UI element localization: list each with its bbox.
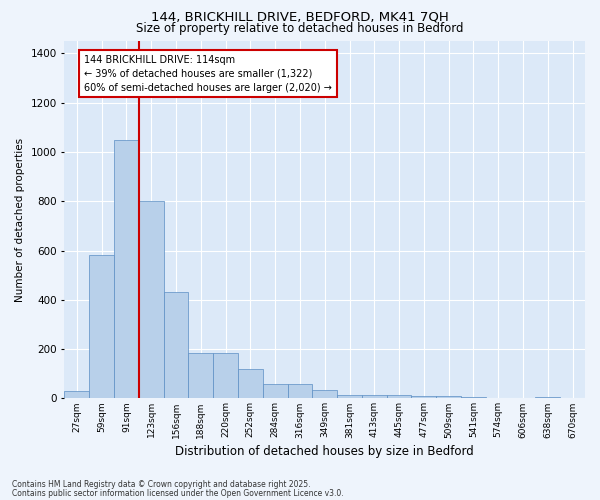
Bar — [238, 369, 263, 398]
Bar — [89, 256, 114, 398]
Bar — [362, 394, 386, 398]
Bar — [188, 353, 213, 399]
Bar — [461, 397, 486, 398]
Bar — [287, 384, 313, 398]
Text: Contains public sector information licensed under the Open Government Licence v3: Contains public sector information licen… — [12, 488, 344, 498]
Bar — [114, 140, 139, 398]
Text: Contains HM Land Registry data © Crown copyright and database right 2025.: Contains HM Land Registry data © Crown c… — [12, 480, 311, 489]
Bar — [386, 394, 412, 398]
Text: 144, BRICKHILL DRIVE, BEDFORD, MK41 7QH: 144, BRICKHILL DRIVE, BEDFORD, MK41 7QH — [151, 11, 449, 24]
Bar — [535, 397, 560, 398]
Text: Size of property relative to detached houses in Bedford: Size of property relative to detached ho… — [136, 22, 464, 35]
Text: 144 BRICKHILL DRIVE: 114sqm
← 39% of detached houses are smaller (1,322)
60% of : 144 BRICKHILL DRIVE: 114sqm ← 39% of det… — [84, 54, 332, 92]
Bar — [213, 353, 238, 399]
Bar — [313, 390, 337, 398]
Y-axis label: Number of detached properties: Number of detached properties — [15, 138, 25, 302]
Bar — [139, 201, 164, 398]
Bar — [436, 396, 461, 398]
Bar — [64, 391, 89, 398]
X-axis label: Distribution of detached houses by size in Bedford: Distribution of detached houses by size … — [175, 444, 474, 458]
Bar — [412, 396, 436, 398]
Bar — [337, 394, 362, 398]
Bar — [164, 292, 188, 399]
Bar — [263, 384, 287, 398]
